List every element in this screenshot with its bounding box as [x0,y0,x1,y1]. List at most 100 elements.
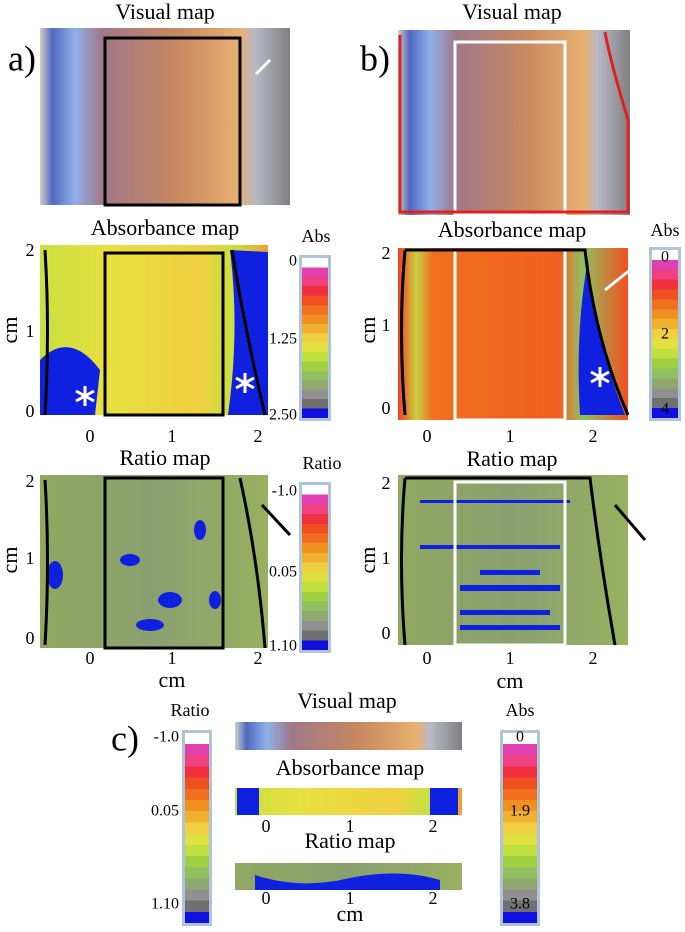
colorbar-label: 3.8 [510,896,530,913]
colorbar-label: 1.25 [269,331,297,348]
y-tick-label: 0 [26,628,35,648]
y-tick-label: 2 [382,243,391,263]
boundary-line [400,248,630,416]
visual-map-image [398,30,630,215]
x-tick-label: 0 [423,426,432,446]
y-tick-label: 0 [382,398,391,418]
y-tick-label: 2 [382,473,391,493]
x-tick-label: 2 [429,888,438,908]
region-box [103,251,225,417]
x-tick-label: 0 [262,888,271,908]
arrow [613,504,647,541]
map-title: Ratio map [304,828,395,853]
colorbar-label: 0 [289,253,297,270]
x-tick-label: 1 [506,426,515,446]
ratio-map-image [40,475,268,648]
map-title: Visual map [297,688,397,713]
map-title: Absorbance map [438,217,586,242]
y-tick-label: 2 [26,240,35,260]
colorbar-label: 0.05 [151,803,179,820]
colorbar-label: 1.10 [151,896,179,913]
colorbar-label: 0 [516,729,524,746]
region-box [103,476,225,650]
colorbar-label: -1.0 [154,729,179,746]
colorbar-label: 1.9 [510,803,530,820]
low-absorbance-region [430,788,458,815]
map-title: Absorbance map [276,755,424,780]
ratio-patches [420,500,570,630]
x-tick-label: 2 [254,648,263,668]
y-tick-label: 0 [382,623,391,643]
x-axis-label: cm [497,668,524,693]
colorbar [185,733,209,923]
arrow [604,268,631,292]
map-title: Visual map [115,0,215,24]
x-tick-label: 1 [168,648,177,668]
colorbar-label: 0 [661,249,669,266]
colorbar [302,258,328,418]
x-tick-label: 0 [86,426,95,446]
colorbar-label: -1.0 [272,483,297,500]
colorbar [302,485,328,650]
panel-label: c) [111,718,139,758]
boundary-line [400,476,617,646]
x-tick-label: 2 [589,648,598,668]
y-tick-label: 1 [26,321,35,341]
y-tick-label: 1 [382,548,391,568]
y-axis-label: cm [355,317,380,344]
absorbance-map-image [235,788,462,815]
y-tick-label: 1 [382,315,391,335]
boundary-line [43,249,267,416]
map-title: Absorbance map [91,215,239,240]
boundary-line [43,477,267,649]
y-axis-label: cm [0,317,22,344]
arrow [254,58,272,76]
colorbar-label: 4 [661,401,669,418]
x-tick-label: 0 [262,816,271,836]
arrow [260,503,292,537]
map-title: Ratio map [119,445,210,470]
x-tick-label: 2 [429,816,438,836]
colorbar-label: 2 [661,326,669,343]
colorbar-title: Abs [505,700,534,720]
ratio-patches [255,873,440,890]
colorbar [503,733,537,923]
colorbar-label: 2.50 [269,407,297,424]
asterisk [75,367,610,406]
x-tick-label: 2 [589,426,598,446]
colorbar [652,250,678,418]
colorbar-title: Ratio [171,700,210,720]
colorbar-label: 0.05 [269,564,297,581]
panel-label: a) [8,38,36,78]
x-axis-label: cm [159,667,186,692]
low-absorbance-region [578,260,625,415]
x-tick-label: 1 [346,888,355,908]
region-box [453,480,567,647]
low-absorbance-region [237,788,259,815]
x-tick-label: 0 [423,648,432,668]
y-tick-label: 1 [26,548,35,568]
x-tick-label: 1 [346,816,355,836]
colorbar-title: Abs [301,226,330,246]
ratio-map-image [398,475,628,645]
colorbar-title: Abs [650,220,679,240]
x-axis-label: cm [337,901,364,926]
x-tick-label: 0 [86,648,95,668]
colorbar-label: 1.10 [269,638,297,655]
visual-map-image [235,722,462,750]
x-tick-label: 1 [506,648,515,668]
ratio-patches [47,520,221,631]
x-tick-label: 1 [168,426,177,446]
y-axis-label: cm [355,547,380,574]
colorbar-title: Ratio [303,453,342,473]
y-tick-label: 0 [26,401,35,421]
visual-map-image [40,28,290,205]
region-box [103,36,242,207]
low-absorbance-region [40,250,268,415]
panel-label: b) [360,38,390,78]
y-tick-label: 2 [26,471,35,491]
map-title: Ratio map [466,446,557,471]
x-tick-label: 2 [254,426,263,446]
